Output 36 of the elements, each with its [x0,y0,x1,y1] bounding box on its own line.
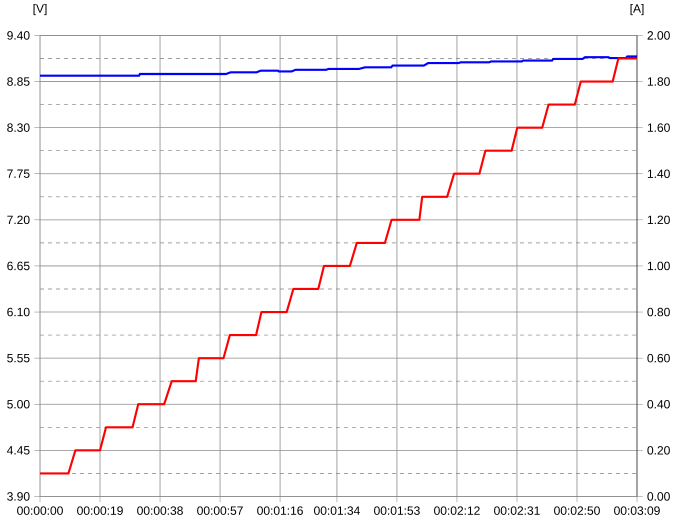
x-tick-label: 00:02:50 [554,506,600,515]
x-tick-label: 00:01:16 [257,506,303,515]
y2-tick-label: 1.40 [648,169,670,178]
y-tick-label: 9.40 [7,30,30,40]
y-tick-label: 6.65 [7,261,30,270]
x-tick-label: 00:00:57 [197,506,243,515]
x-tick-label: 00:01:53 [374,506,420,515]
y2-tick-label: 0.20 [647,446,670,454]
line-series [40,55,638,77]
y-tick-label: 8.85 [7,77,30,86]
y-tick-label: 5.55 [7,354,30,362]
y2-tick-label: 0.80 [647,308,670,316]
x-tick-label: 00:02:12 [434,506,480,515]
y2-tick-label: 0.00 [647,492,670,500]
y-tick-label: 7.75 [7,169,30,178]
y2-tick-label: 0.40 [647,400,670,408]
y2-axis-title: [A] [630,4,644,15]
y-axis-title: [V] [34,4,46,15]
x-tick-label: 00:00:00 [17,506,63,515]
x-tick-label: 00:00:19 [77,506,123,515]
y-tick-label: 6.10 [7,308,30,316]
y2-tick-label: 1.00 [648,261,670,270]
y2-tick-label: 1.80 [648,77,670,86]
y-tick-label: 8.30 [7,123,30,132]
x-tick-label: 00:03:09 [614,506,660,515]
x-tick-label: 00:01:34 [314,506,360,515]
y2-tick-label: 1.20 [648,215,670,224]
x-tick-label: 00:02:31 [494,506,540,515]
y-tick-label: 3.90 [7,492,30,500]
y2-tick-label: 2.00 [648,30,670,40]
y2-tick-label: 0.60 [647,354,670,362]
y-tick-label: 4.45 [6,446,30,454]
y-tick-label: 5.00 [7,400,30,408]
y2-tick-label: 1.60 [648,123,670,132]
x-tick-label: 00:00:38 [137,506,183,515]
y-tick-label: 7.20 [7,215,30,224]
